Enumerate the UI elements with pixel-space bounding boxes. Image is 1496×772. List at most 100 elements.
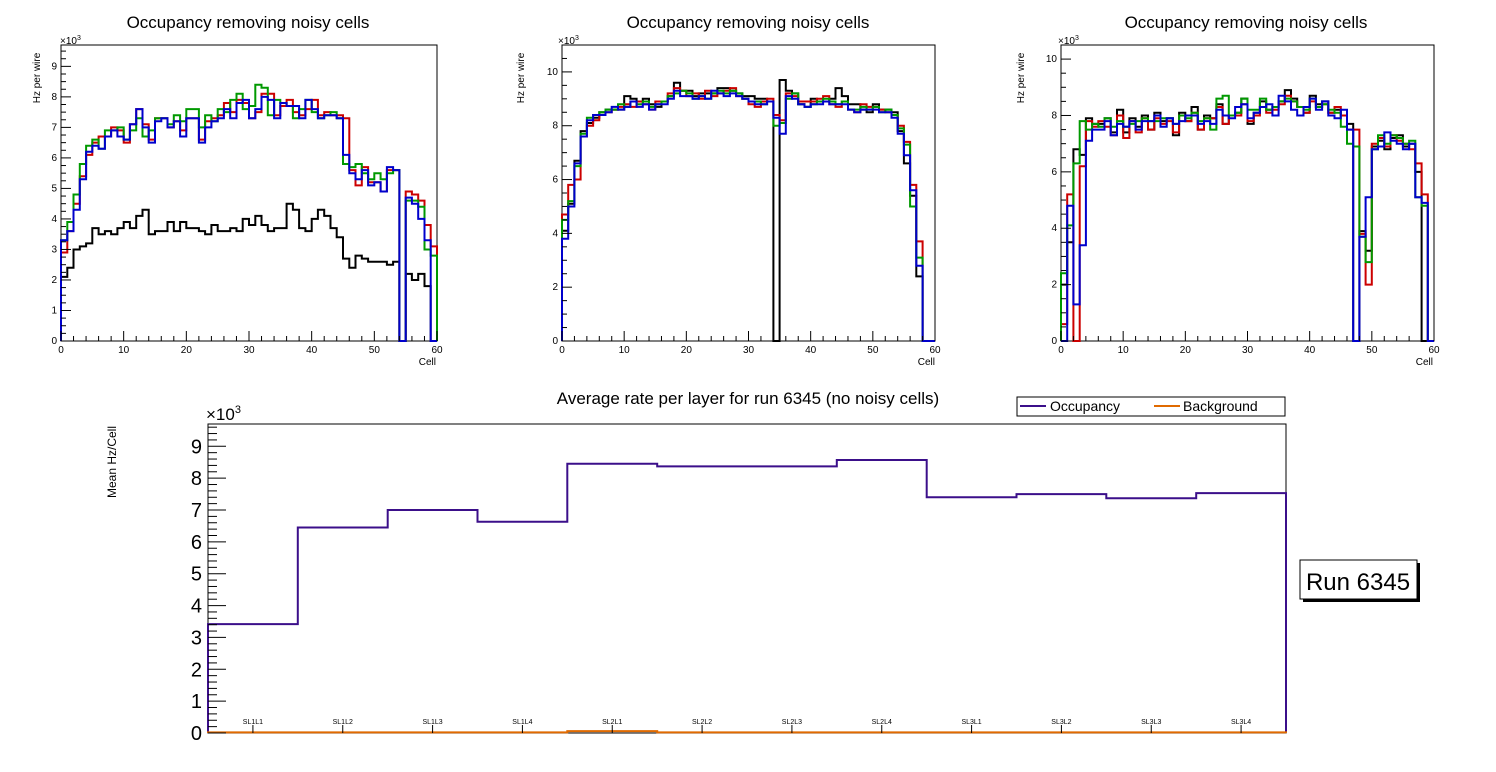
x-axis-label: Cell: [918, 357, 935, 368]
occupancy-panel-3: Occupancy removing noisy cells Hz per wi…: [1016, 13, 1440, 368]
x-tick-label: 0: [1058, 345, 1064, 356]
x-tick-label: 10: [619, 345, 631, 356]
x-tick-label: 40: [1304, 345, 1316, 356]
x-tick-label: 10: [118, 345, 130, 356]
occupancy-panel-1: Occupancy removing noisy cells Hz per wi…: [32, 13, 443, 368]
series-layer-red: [561, 87, 935, 342]
series-layer-blue: [60, 95, 437, 342]
plot-frame: [1060, 44, 1435, 342]
category-label-sl2l4: SL2L4: [872, 719, 892, 726]
category-label-sl2l3: SL2L3: [782, 719, 802, 726]
category-label-sl2l2: SL2L2: [692, 719, 712, 726]
run-label-box: Run 6345: [1299, 559, 1420, 602]
category-label-sl3l3: SL3L3: [1141, 719, 1161, 726]
y-tick-label: 4: [191, 596, 202, 618]
category-label-sl1l4: SL1L4: [512, 719, 532, 726]
category-label-sl2l1: SL2L1: [602, 719, 622, 726]
y-tick-label: 8: [552, 121, 558, 132]
series-layer: [1060, 89, 1434, 342]
y-tick-label: 7: [191, 500, 202, 522]
y-tick-label: 10: [1046, 54, 1058, 65]
x-tick-label: 30: [743, 345, 755, 356]
y-tick-label: 6: [191, 532, 202, 554]
x-tick-label: 20: [1180, 345, 1192, 356]
y-tick-label: 7: [51, 122, 57, 133]
average-rate-panel: Average rate per layer for run 6345 (no …: [105, 389, 1287, 745]
x-tick-label: 60: [1428, 345, 1440, 356]
y-tick-label: 9: [51, 61, 57, 72]
x-tick-label: 30: [243, 345, 255, 356]
x-axis-label: Cell: [1416, 357, 1433, 368]
x-tick-label: 0: [559, 345, 565, 356]
y-tick-label: 2: [1051, 280, 1057, 291]
y-multiplier: ×103: [1058, 35, 1079, 47]
category-label-sl1l3: SL1L3: [422, 719, 442, 726]
series-layer: [207, 459, 1287, 734]
y-tick-label: 1: [191, 691, 202, 713]
y-tick-label: 1: [51, 305, 57, 316]
y-tick-label: 10: [547, 67, 559, 78]
y-multiplier: ×103: [60, 35, 81, 47]
series-layer-black: [60, 202, 437, 342]
category-label-sl1l2: SL1L2: [333, 719, 353, 726]
y-multiplier: ×103: [558, 35, 579, 47]
y-axis-label: Hz per wire: [516, 52, 527, 103]
y-tick-label: 9: [191, 436, 202, 458]
x-tick-label: 30: [1242, 345, 1254, 356]
y-tick-label: 3: [191, 627, 202, 649]
legend-box: [1016, 396, 1286, 417]
x-tick-label: 0: [58, 345, 64, 356]
axes-layer: 0 2 4 6 8 10 0 10 20 30 40 50 60: [1046, 44, 1440, 356]
y-tick-label: 0: [552, 336, 558, 347]
y-tick-label: 0: [1051, 336, 1057, 347]
category-label-sl3l4: SL3L4: [1231, 719, 1251, 726]
y-axis-label: Hz per wire: [1016, 52, 1027, 103]
x-tick-label: 50: [369, 345, 381, 356]
y-tick-label: 3: [51, 244, 57, 255]
x-tick-label: 10: [1118, 345, 1130, 356]
y-tick-label: 6: [51, 153, 57, 164]
axes-layer: 0 1 2 3 4 5 6 7 8 9 SL1L1 SL1L2 SL1L3 SL1L4 SL2L1 SL2L2…: [191, 426, 1251, 745]
panel-title: Average rate per layer for run 6345 (no …: [557, 389, 939, 408]
series-layer-green: [60, 83, 438, 342]
plot-frame: [60, 44, 438, 342]
y-tick-label: 2: [51, 275, 57, 286]
legend-entry-occupancy: Occupancy: [1050, 398, 1120, 414]
x-tick-label: 40: [805, 345, 817, 356]
run-label-frame: [1299, 559, 1418, 600]
y-tick-label: 8: [191, 468, 202, 490]
occupancy-panel-2: Occupancy removing noisy cells Hz per wi…: [516, 13, 941, 368]
series-layer-black: [561, 79, 935, 342]
category-label-sl1l1: SL1L1: [243, 719, 263, 726]
panel-title: Occupancy removing noisy cells: [127, 13, 370, 32]
series-layer: [60, 83, 438, 342]
x-tick-label: 50: [867, 345, 879, 356]
axes-layer: 0 1 2 3 4 5 6 7 8 9 0 10 20 30 40 50 60: [51, 50, 443, 356]
series-layer-blue: [1061, 94, 1434, 342]
y-tick-label: 0: [51, 336, 57, 347]
y-tick-label: 4: [552, 228, 558, 239]
series-layer-blue: [561, 89, 935, 342]
x-tick-label: 20: [681, 345, 693, 356]
legend-entry-background: Background: [1183, 398, 1258, 414]
y-tick-label: 8: [1051, 110, 1057, 121]
y-tick-label: 6: [1051, 167, 1057, 178]
series-layer-green: [561, 89, 935, 342]
y-tick-label: 4: [1051, 223, 1057, 234]
y-tick-label: 4: [51, 214, 57, 225]
x-tick-label: 60: [431, 345, 443, 356]
x-tick-label: 60: [929, 345, 941, 356]
legend: Occupancy Background: [1016, 396, 1286, 417]
y-tick-label: 2: [552, 282, 558, 293]
axes-layer: 0 2 4 6 8 10 0 10 20 30 40 50 60: [547, 44, 941, 356]
y-tick-label: 5: [51, 183, 57, 194]
panel-title: Occupancy removing noisy cells: [1125, 13, 1368, 32]
category-label-sl3l1: SL3L1: [961, 719, 981, 726]
y-axis-label: Hz per wire: [32, 52, 43, 103]
y-tick-label: 6: [552, 175, 558, 186]
series-background: [207, 730, 1287, 734]
y-multiplier: ×103: [206, 404, 241, 424]
y-tick-label: 5: [191, 564, 202, 586]
x-tick-label: 50: [1366, 345, 1378, 356]
